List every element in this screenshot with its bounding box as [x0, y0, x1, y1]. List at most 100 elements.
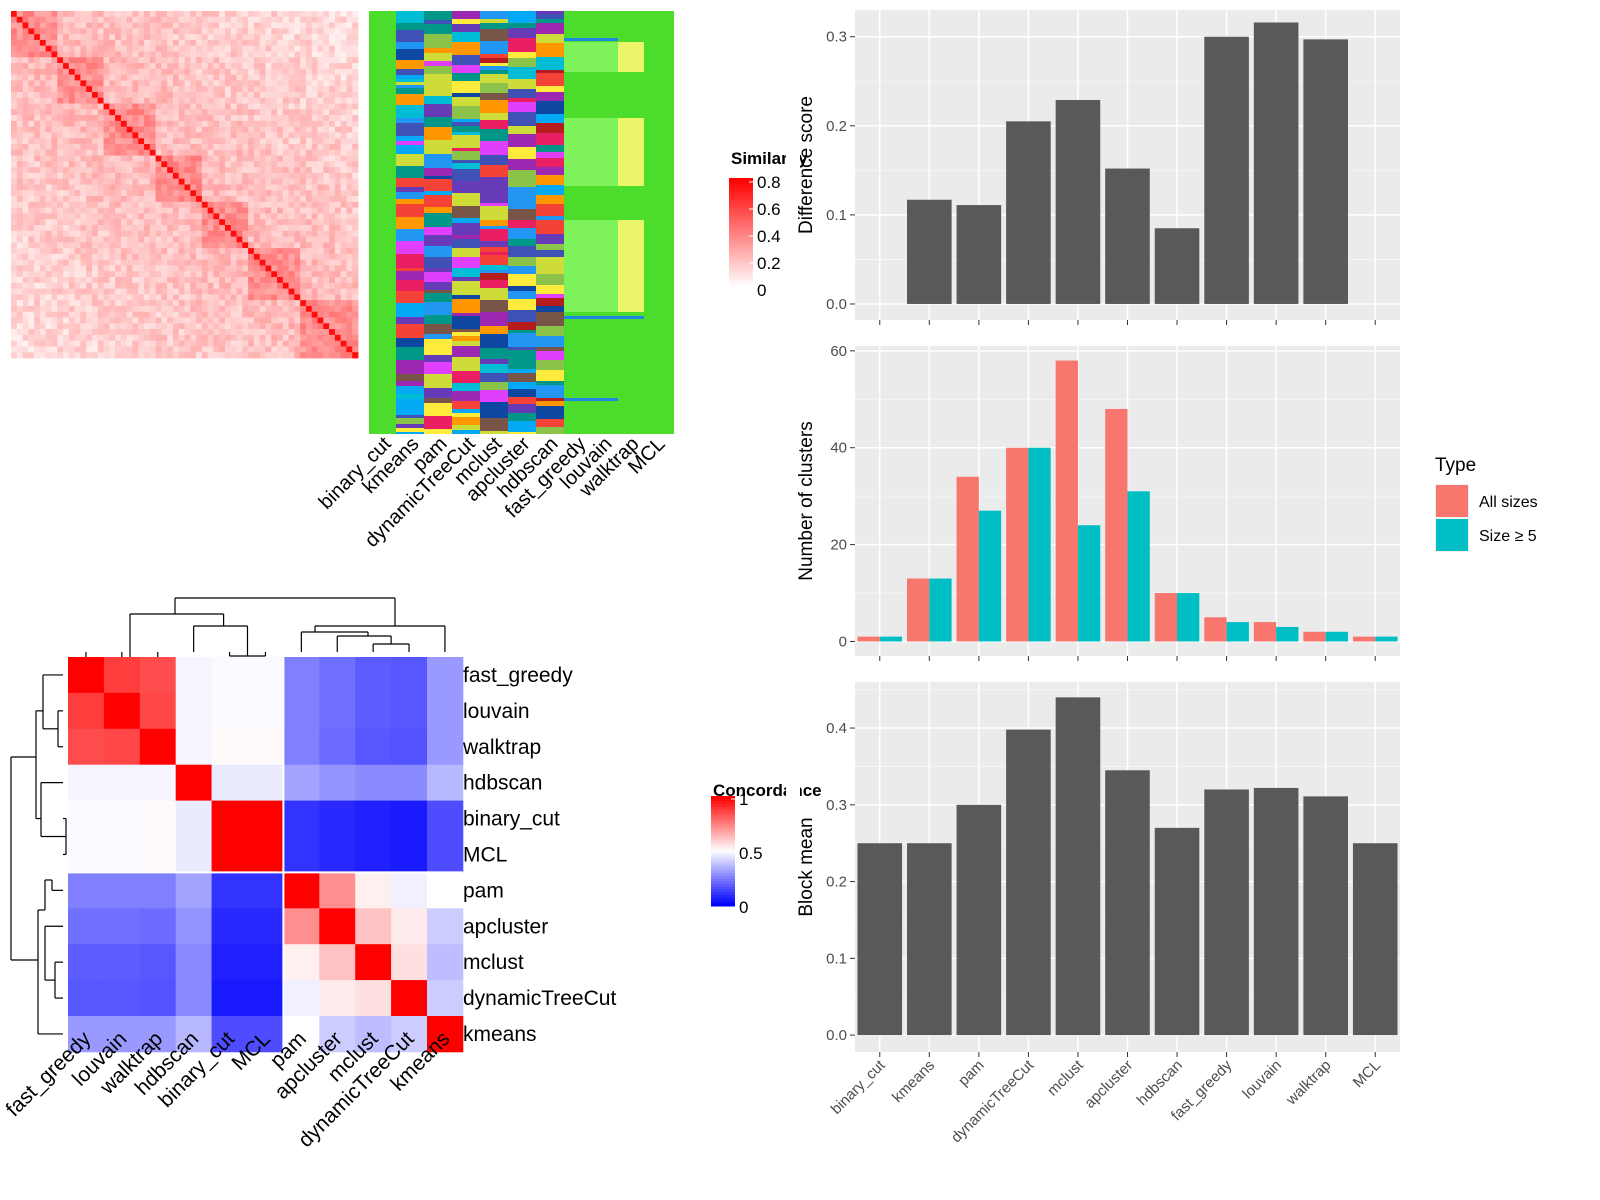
- similarity-cell: [196, 277, 203, 284]
- similarity-cell: [138, 103, 145, 110]
- similarity-cell: [155, 259, 162, 266]
- similarity-cell: [346, 138, 353, 145]
- similarity-cell: [317, 346, 324, 353]
- similarity-cell: [236, 149, 243, 156]
- similarity-cell: [340, 172, 347, 180]
- similarity-cell: [230, 22, 237, 29]
- similarity-cell: [219, 97, 226, 104]
- similarity-cell: [196, 80, 203, 87]
- similarity-cell: [265, 294, 272, 301]
- similarity-cell: [253, 259, 261, 266]
- membership-stripe: [396, 394, 424, 399]
- similarity-cell: [201, 34, 209, 41]
- similarity-cell: [282, 346, 289, 353]
- similarity-cell: [149, 219, 156, 226]
- similarity-cell: [207, 248, 214, 255]
- membership-stripe: [396, 60, 424, 69]
- similarity-cell: [115, 126, 122, 133]
- similarity-cell: [311, 149, 318, 156]
- membership-stripe: [452, 151, 480, 160]
- similarity-cell: [300, 80, 307, 87]
- similarity-cell: [230, 103, 237, 110]
- similarity-cell: [282, 329, 289, 336]
- similarity-cell: [74, 149, 81, 156]
- membership-stripe: [424, 90, 452, 96]
- similarity-cell: [329, 207, 336, 214]
- similarity-cell: [138, 265, 145, 272]
- similarity-cell: [329, 51, 336, 58]
- similarity-cell: [63, 80, 70, 87]
- similarity-cell: [80, 34, 87, 41]
- similarity-cell: [300, 172, 307, 180]
- similarity-cell: [253, 253, 261, 261]
- similarity-cell: [207, 74, 214, 81]
- similarity-cell: [201, 144, 209, 151]
- similarity-cell: [288, 271, 295, 278]
- similarity-cell: [305, 167, 313, 174]
- concordance-cell: [283, 692, 320, 730]
- similarity-cell: [91, 305, 99, 313]
- similarity-cell: [63, 340, 70, 347]
- similarity-cell: [97, 224, 104, 232]
- similarity-cell: [294, 132, 301, 139]
- similarity-cell: [184, 149, 191, 156]
- similarity-cell: [224, 68, 232, 76]
- similarity-cell: [86, 346, 93, 353]
- similarity-cell: [103, 253, 110, 261]
- similarity-cell: [51, 259, 58, 266]
- similarity-cell: [294, 294, 301, 301]
- similarity-cell: [138, 190, 145, 197]
- similarity-cell: [317, 120, 324, 128]
- membership-line: [564, 38, 618, 41]
- similarity-cell: [138, 259, 145, 266]
- similarity-cell: [248, 167, 255, 174]
- similarity-cell: [259, 86, 266, 93]
- similarity-cell: [126, 352, 133, 359]
- similarity-cell: [68, 300, 76, 307]
- similarity-cell: [120, 172, 128, 180]
- similarity-cell: [63, 196, 70, 203]
- membership-block: [618, 118, 644, 186]
- similarity-cell: [288, 22, 295, 29]
- similarity-cell: [352, 167, 359, 174]
- similarity-cell: [311, 196, 318, 203]
- similarity-cell: [288, 28, 295, 35]
- membership-stripe: [452, 268, 480, 277]
- similarity-cell: [120, 196, 128, 203]
- similarity-cell: [334, 242, 342, 249]
- similarity-cell: [109, 22, 116, 29]
- similarity-cell: [178, 172, 185, 180]
- similarity-cell: [11, 196, 18, 203]
- similarity-cell: [329, 34, 336, 41]
- similarity-cell: [144, 109, 151, 116]
- similarity-cell: [74, 22, 81, 29]
- similarity-cell: [63, 207, 70, 214]
- similarity-cell: [149, 68, 156, 76]
- similarity-cell: [259, 149, 266, 156]
- similarity-cell: [305, 265, 313, 272]
- similarity-cell: [68, 115, 76, 122]
- similarity-cell: [16, 213, 23, 220]
- similarity-cell: [265, 16, 272, 23]
- similarity-cell: [11, 294, 18, 301]
- similarity-cell: [207, 51, 214, 58]
- similarity-cell: [334, 57, 342, 64]
- similarity-cell: [132, 155, 139, 162]
- similarity-cell: [80, 63, 87, 70]
- similarity-cell: [201, 196, 209, 203]
- similarity-cell: [11, 149, 18, 156]
- similarity-cell: [253, 103, 261, 110]
- similarity-cell: [282, 132, 289, 139]
- similarity-cell: [57, 259, 64, 266]
- similarity-cell: [190, 57, 197, 64]
- membership-stripe: [508, 228, 536, 239]
- membership-stripe: [452, 24, 480, 32]
- similarity-cell: [80, 184, 87, 191]
- similarity-cell: [103, 68, 110, 76]
- similarity-cell: [248, 317, 255, 324]
- membership-stripe: [396, 407, 424, 415]
- similarity-cell: [138, 213, 145, 220]
- membership-stripe: [452, 299, 480, 313]
- membership-stripe: [480, 83, 508, 93]
- similarity-cell: [219, 149, 226, 156]
